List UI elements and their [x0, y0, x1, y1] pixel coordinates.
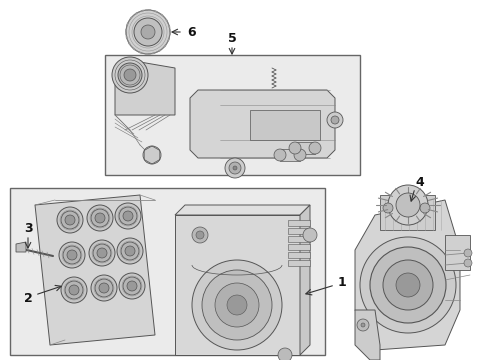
Circle shape: [57, 207, 83, 233]
Circle shape: [215, 283, 259, 327]
Polygon shape: [288, 236, 310, 242]
Polygon shape: [355, 200, 460, 350]
Circle shape: [115, 203, 141, 229]
Text: 3: 3: [24, 221, 32, 234]
Circle shape: [233, 166, 237, 170]
Bar: [295, 142, 315, 154]
Circle shape: [192, 260, 282, 350]
Polygon shape: [288, 252, 310, 258]
Polygon shape: [445, 235, 470, 270]
Circle shape: [396, 273, 420, 297]
Circle shape: [89, 240, 115, 266]
Circle shape: [327, 112, 343, 128]
Circle shape: [309, 142, 321, 154]
Text: 2: 2: [24, 292, 32, 306]
Polygon shape: [288, 244, 310, 250]
Polygon shape: [300, 205, 310, 355]
Bar: [380, 195, 435, 230]
Polygon shape: [355, 310, 380, 360]
Circle shape: [91, 209, 109, 227]
Circle shape: [87, 205, 113, 231]
Circle shape: [69, 285, 79, 295]
Circle shape: [67, 250, 77, 260]
Circle shape: [274, 149, 286, 161]
Circle shape: [370, 247, 446, 323]
Circle shape: [65, 215, 75, 225]
Circle shape: [117, 238, 143, 264]
Bar: [250, 110, 320, 140]
Circle shape: [65, 281, 83, 299]
Polygon shape: [16, 242, 26, 252]
Circle shape: [127, 281, 137, 291]
Circle shape: [121, 242, 139, 260]
Circle shape: [118, 63, 142, 87]
Circle shape: [303, 228, 317, 242]
Circle shape: [123, 211, 133, 221]
Circle shape: [59, 242, 85, 268]
Circle shape: [192, 227, 208, 243]
Circle shape: [97, 248, 107, 258]
Circle shape: [202, 270, 272, 340]
Polygon shape: [288, 220, 310, 226]
Circle shape: [91, 275, 117, 301]
Polygon shape: [175, 215, 300, 355]
Text: 1: 1: [338, 276, 346, 289]
Circle shape: [360, 237, 456, 333]
Circle shape: [119, 207, 137, 225]
Circle shape: [123, 277, 141, 295]
Circle shape: [119, 273, 145, 299]
Circle shape: [134, 18, 162, 46]
Circle shape: [464, 249, 472, 257]
Polygon shape: [175, 205, 310, 215]
Circle shape: [464, 259, 472, 267]
Circle shape: [225, 158, 245, 178]
Polygon shape: [288, 228, 310, 234]
Circle shape: [357, 319, 369, 331]
Text: 6: 6: [188, 26, 196, 39]
Circle shape: [124, 69, 136, 81]
Circle shape: [141, 25, 155, 39]
Circle shape: [383, 260, 433, 310]
Circle shape: [99, 283, 109, 293]
Circle shape: [61, 211, 79, 229]
Circle shape: [227, 295, 247, 315]
Circle shape: [125, 246, 135, 256]
Circle shape: [93, 244, 111, 262]
Circle shape: [229, 162, 241, 174]
Bar: [280, 149, 300, 161]
Circle shape: [388, 185, 428, 225]
Circle shape: [126, 10, 170, 54]
Circle shape: [61, 277, 87, 303]
Circle shape: [383, 203, 393, 213]
Circle shape: [361, 323, 365, 327]
Circle shape: [420, 203, 430, 213]
Circle shape: [63, 246, 81, 264]
Circle shape: [331, 116, 339, 124]
Circle shape: [289, 142, 301, 154]
Circle shape: [278, 348, 292, 360]
Circle shape: [294, 149, 306, 161]
Polygon shape: [288, 260, 310, 266]
Bar: [10, 188, 325, 355]
Polygon shape: [35, 195, 155, 345]
Circle shape: [112, 57, 148, 93]
Text: 5: 5: [228, 32, 236, 45]
Polygon shape: [115, 62, 175, 115]
Circle shape: [196, 231, 204, 239]
Text: 4: 4: [416, 176, 424, 189]
Circle shape: [95, 279, 113, 297]
Circle shape: [143, 146, 161, 164]
Bar: [105, 55, 360, 175]
Polygon shape: [190, 90, 335, 158]
Circle shape: [95, 213, 105, 223]
Circle shape: [396, 193, 420, 217]
